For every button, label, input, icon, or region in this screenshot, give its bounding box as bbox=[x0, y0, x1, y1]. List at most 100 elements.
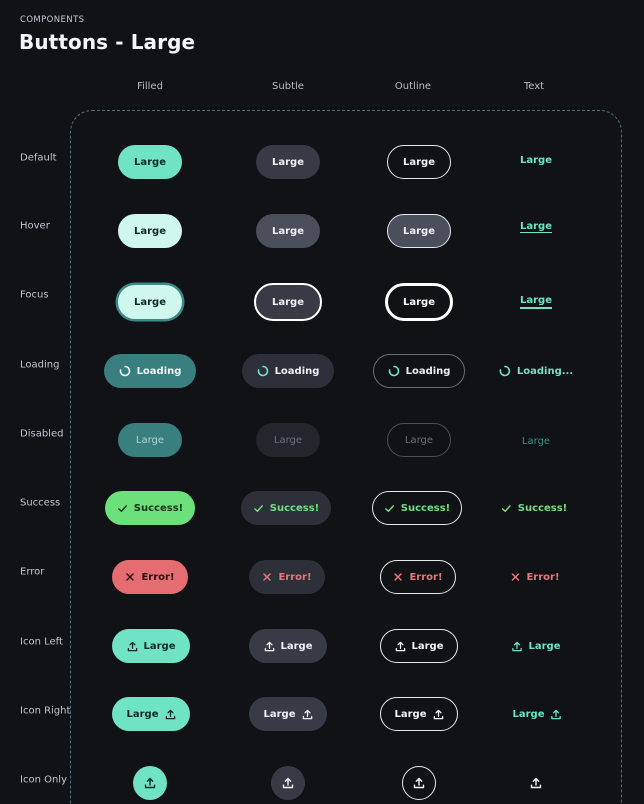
button-label: Large bbox=[403, 156, 435, 168]
filled-icon-right-button[interactable]: Large bbox=[112, 697, 190, 731]
subtle-disabled-button[interactable]: Large bbox=[256, 423, 320, 457]
upload-icon bbox=[413, 777, 425, 789]
outline-icon-left-button[interactable]: Large bbox=[380, 629, 458, 663]
subtle-hover-button[interactable]: Large bbox=[256, 214, 320, 248]
filled-focus-button[interactable]: Large bbox=[118, 285, 182, 319]
filled-icon-left-button[interactable]: Large bbox=[112, 629, 190, 663]
filled-default-button[interactable]: Large bbox=[118, 145, 182, 179]
row-label-focus: Focus bbox=[20, 289, 49, 301]
upload-icon bbox=[395, 641, 406, 652]
subtle-loading-button[interactable]: Loading bbox=[242, 354, 334, 388]
filled-icon-only-button[interactable] bbox=[133, 766, 167, 800]
subtle-error-button[interactable]: Error! bbox=[249, 560, 325, 594]
subtle-icon-left-button[interactable]: Large bbox=[249, 629, 327, 663]
outline-hover-button[interactable]: Large bbox=[387, 214, 451, 248]
row-label-default: Default bbox=[20, 152, 57, 164]
text-loading-button[interactable]: Loading... bbox=[499, 361, 573, 381]
subtle-success-button[interactable]: Success! bbox=[241, 491, 331, 525]
button-label: Large bbox=[135, 434, 165, 446]
button-label: Large bbox=[143, 640, 176, 652]
button-label: Large bbox=[272, 156, 304, 168]
page-title: Buttons - Large bbox=[19, 30, 196, 54]
upload-icon bbox=[433, 709, 444, 720]
checkmark-icon bbox=[117, 503, 128, 514]
button-label: Large bbox=[520, 220, 552, 232]
spinner-icon bbox=[499, 365, 511, 377]
filled-loading-button[interactable]: Loading bbox=[104, 354, 196, 388]
button-label: Large bbox=[272, 296, 304, 308]
upload-icon bbox=[530, 777, 542, 789]
column-header-filled: Filled bbox=[137, 81, 163, 92]
outline-icon-right-button[interactable]: Large bbox=[380, 697, 458, 731]
filled-error-button[interactable]: Error! bbox=[112, 560, 188, 594]
button-label: Large bbox=[134, 156, 166, 168]
button-label: Large bbox=[272, 225, 304, 237]
upload-icon bbox=[302, 709, 313, 720]
subtle-icon-only-button[interactable] bbox=[271, 766, 305, 800]
text-icon-left-button[interactable]: Large bbox=[512, 636, 561, 656]
text-disabled-button[interactable]: Large bbox=[522, 431, 550, 451]
button-label: Large bbox=[403, 225, 435, 237]
row-label-icon-right: Icon Right bbox=[20, 705, 71, 717]
subtle-default-button[interactable]: Large bbox=[256, 145, 320, 179]
text-icon-right-button[interactable]: Large bbox=[513, 704, 562, 724]
button-label: Error! bbox=[141, 571, 175, 583]
row-label-icon-left: Icon Left bbox=[20, 636, 63, 648]
outline-icon-only-button[interactable] bbox=[402, 766, 436, 800]
text-hover-button[interactable]: Large bbox=[520, 216, 552, 236]
spinner-icon bbox=[388, 365, 400, 377]
outline-focus-button[interactable]: Large bbox=[385, 283, 453, 321]
upload-icon bbox=[282, 777, 294, 789]
text-default-button[interactable]: Large bbox=[520, 150, 552, 170]
subtle-focus-button[interactable]: Large bbox=[254, 283, 322, 321]
upload-icon bbox=[144, 777, 156, 789]
filled-hover-button[interactable]: Large bbox=[118, 214, 182, 248]
row-label-hover: Hover bbox=[20, 220, 50, 232]
checkmark-icon bbox=[501, 503, 512, 514]
text-success-button[interactable]: Success! bbox=[501, 498, 567, 518]
upload-icon bbox=[165, 709, 176, 720]
checkmark-icon bbox=[384, 503, 395, 514]
close-icon bbox=[125, 572, 135, 582]
button-label: Large bbox=[134, 296, 166, 308]
button-label: Large bbox=[263, 708, 296, 720]
checkmark-icon bbox=[253, 503, 264, 514]
filled-success-button[interactable]: Success! bbox=[105, 491, 195, 525]
button-label: Large bbox=[126, 708, 159, 720]
button-label: Loading bbox=[136, 365, 182, 377]
text-focus-button[interactable]: Large bbox=[520, 292, 552, 312]
subtle-icon-right-button[interactable]: Large bbox=[249, 697, 327, 731]
filled-disabled-button[interactable]: Large bbox=[118, 423, 182, 457]
spinner-icon bbox=[119, 365, 131, 377]
upload-icon bbox=[512, 641, 523, 652]
outline-success-button[interactable]: Success! bbox=[372, 491, 462, 525]
button-label: Large bbox=[134, 225, 166, 237]
row-label-success: Success bbox=[20, 497, 61, 509]
button-label: Success! bbox=[400, 502, 451, 514]
button-label: Large bbox=[521, 435, 551, 447]
row-label-loading: Loading bbox=[20, 359, 60, 371]
button-label: Large bbox=[404, 434, 434, 446]
text-error-button[interactable]: Error! bbox=[510, 567, 560, 587]
row-label-disabled: Disabled bbox=[20, 428, 64, 440]
button-label: Large bbox=[403, 296, 435, 308]
text-icon-only-button[interactable] bbox=[519, 766, 553, 800]
button-label: Large bbox=[528, 640, 561, 652]
column-header-text: Text bbox=[523, 81, 545, 92]
button-label: Large bbox=[411, 640, 444, 652]
outline-error-button[interactable]: Error! bbox=[380, 560, 456, 594]
outline-default-button[interactable]: Large bbox=[387, 145, 451, 179]
button-label: Error! bbox=[526, 571, 560, 583]
column-header-outline: Outline bbox=[394, 81, 432, 92]
button-label: Loading... bbox=[516, 365, 574, 377]
button-label: Large bbox=[512, 708, 545, 720]
row-label-icon-only: Icon Only bbox=[20, 774, 67, 786]
outline-loading-button[interactable]: Loading bbox=[373, 354, 465, 388]
upload-icon bbox=[127, 641, 138, 652]
button-label: Large bbox=[520, 154, 552, 166]
button-label: Loading bbox=[274, 365, 320, 377]
button-label: Large bbox=[280, 640, 313, 652]
outline-disabled-button[interactable]: Large bbox=[387, 423, 451, 457]
button-label: Loading bbox=[405, 365, 451, 377]
button-label: Large bbox=[520, 295, 552, 309]
